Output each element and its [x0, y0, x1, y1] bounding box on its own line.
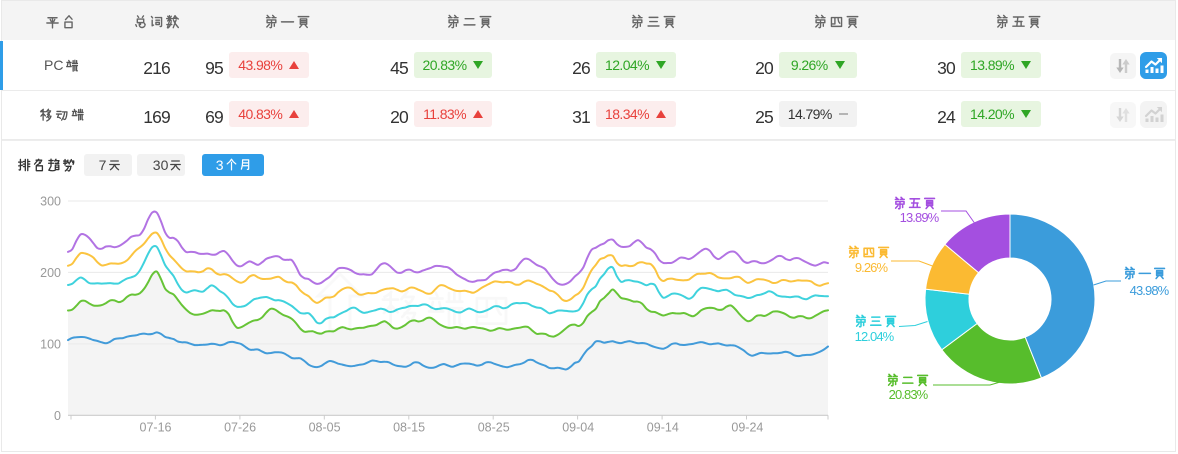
svg-text:13.89%: 13.89% — [900, 210, 940, 225]
svg-text:09-04: 09-04 — [562, 421, 594, 435]
svg-text:9.26%: 9.26% — [855, 260, 889, 275]
svg-text:300: 300 — [40, 195, 61, 209]
svg-text:20.83%: 20.83% — [889, 387, 929, 402]
svg-text:200: 200 — [40, 266, 61, 280]
svg-text:08-25: 08-25 — [478, 421, 510, 435]
svg-text:0: 0 — [54, 409, 61, 423]
svg-text:43.98%: 43.98% — [1130, 283, 1170, 298]
svg-text:09-24: 09-24 — [731, 421, 763, 435]
svg-text:07-16: 07-16 — [140, 421, 172, 435]
svg-text:100: 100 — [40, 337, 61, 351]
svg-text:08-05: 08-05 — [309, 421, 341, 435]
svg-text:07-26: 07-26 — [224, 421, 256, 435]
svg-text:09-14: 09-14 — [647, 421, 679, 435]
svg-text:12.04%: 12.04% — [855, 329, 895, 344]
svg-text:08-15: 08-15 — [393, 421, 425, 435]
